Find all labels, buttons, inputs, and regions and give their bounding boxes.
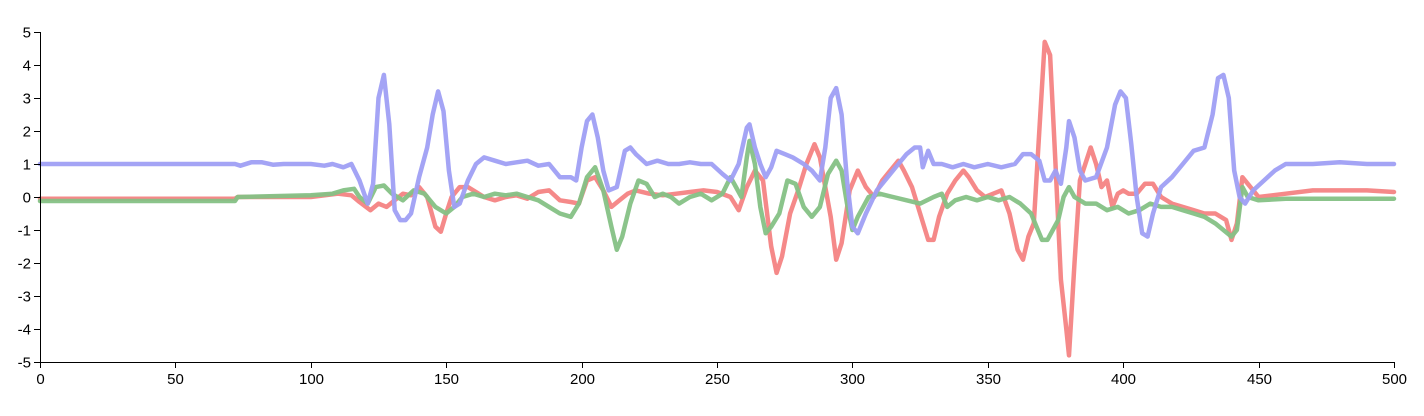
- x-tick-label: 0: [36, 371, 44, 388]
- series-line-1: [37, 39, 1397, 358]
- y-tick-label: -5: [18, 355, 31, 372]
- y-tick-label: 1: [23, 157, 31, 174]
- x-tick-label: 50: [167, 371, 184, 388]
- series-line-2: [37, 138, 1397, 253]
- x-tick-label: 250: [705, 371, 730, 388]
- y-tick-label: 3: [23, 91, 31, 108]
- y-tick-label: -3: [18, 289, 31, 306]
- y-axis: 5 4 3 2 1 0 -1 -2 -3 -4 -5: [18, 25, 41, 372]
- y-tick-label: 5: [23, 25, 31, 42]
- x-axis: 0 50 100 150 200 250 300 350 400 450 500: [36, 362, 1407, 388]
- series-line-3: [37, 72, 1397, 239]
- x-tick-label: 500: [1382, 371, 1407, 388]
- x-tick-label: 100: [299, 371, 324, 388]
- x-tick-label: 300: [840, 371, 865, 388]
- x-tick-label: 450: [1247, 371, 1272, 388]
- x-tick-label: 200: [570, 371, 595, 388]
- y-tick-label: -4: [18, 322, 31, 339]
- series-lines: [37, 39, 1397, 358]
- y-tick-label: 0: [23, 190, 31, 207]
- y-tick-label: 2: [23, 124, 31, 141]
- x-tick-label: 150: [434, 371, 459, 388]
- y-tick-label: -1: [18, 223, 31, 240]
- y-tick-label: 4: [23, 58, 31, 75]
- x-tick-label: 400: [1111, 371, 1136, 388]
- y-tick-label: -2: [18, 256, 31, 273]
- x-tick-label: 350: [976, 371, 1001, 388]
